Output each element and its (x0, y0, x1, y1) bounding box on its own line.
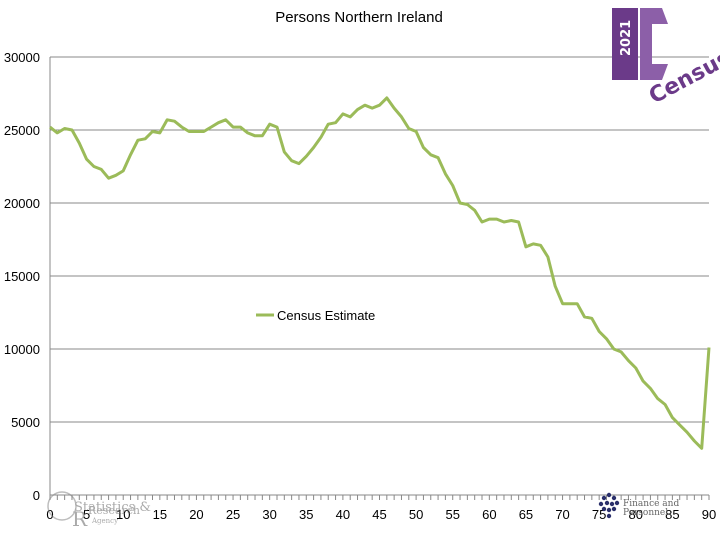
series-group (49, 96, 711, 450)
legend-label: Census Estimate (277, 308, 375, 323)
x-tick-label: 30 (262, 507, 276, 522)
y-tick-label: 0 (33, 488, 40, 503)
y-tick-labels: 0 5000 10000 15000 20000 25000 30000 (4, 50, 40, 503)
x-tick-label: 60 (482, 507, 496, 522)
y-tick-label: 10000 (4, 342, 40, 357)
nisra-initials: R (72, 507, 88, 531)
series-line (49, 96, 711, 450)
gridlines (50, 56, 709, 423)
census-year-text: 2021 (619, 20, 634, 56)
nisra-logo: Statistics & R Research Agency (47, 491, 151, 531)
axes (49, 57, 710, 500)
x-tick-label: 80 (629, 507, 643, 522)
dfp-logo: Finance and Personnel (598, 492, 679, 519)
dfp-dots-icon (598, 492, 620, 519)
x-tick-label: 90 (702, 507, 716, 522)
y-tick-label: 5000 (11, 415, 40, 430)
nisra-line3: Agency (91, 517, 118, 525)
census-logo-c (640, 8, 668, 80)
x-tick-label: 45 (372, 507, 386, 522)
nisra-circle-icon (47, 491, 77, 521)
y-tick-label: 15000 (4, 269, 40, 284)
chart-title: Persons Northern Ireland (275, 9, 443, 26)
x-tick-label: 10 (116, 507, 130, 522)
x-tick-label: 55 (445, 507, 459, 522)
census-logo: 2021 Census (612, 8, 720, 109)
x-tick-label: 65 (519, 507, 533, 522)
x-tick-label: 70 (555, 507, 569, 522)
nisra-line2: Research (88, 504, 140, 517)
y-tick-label: 20000 (4, 196, 40, 211)
x-tick-label: 5 (83, 507, 90, 522)
census-logo-bar (612, 8, 638, 80)
x-tick-label: 50 (409, 507, 423, 522)
legend: Census Estimate (256, 308, 375, 323)
x-tick-label: 40 (336, 507, 350, 522)
y-tick-label: 25000 (4, 123, 40, 138)
x-tick-label: 85 (665, 507, 679, 522)
dfp-line1: Finance and (623, 499, 679, 509)
y-tick-label: 30000 (4, 50, 40, 65)
dfp-line2: Personnel (623, 508, 668, 518)
nisra-line1: Statistics & (74, 500, 151, 515)
x-tick-label: 35 (299, 507, 313, 522)
x-tick-label: 20 (189, 507, 203, 522)
x-tick-label: 15 (153, 507, 167, 522)
x-tick-label: 25 (226, 507, 240, 522)
